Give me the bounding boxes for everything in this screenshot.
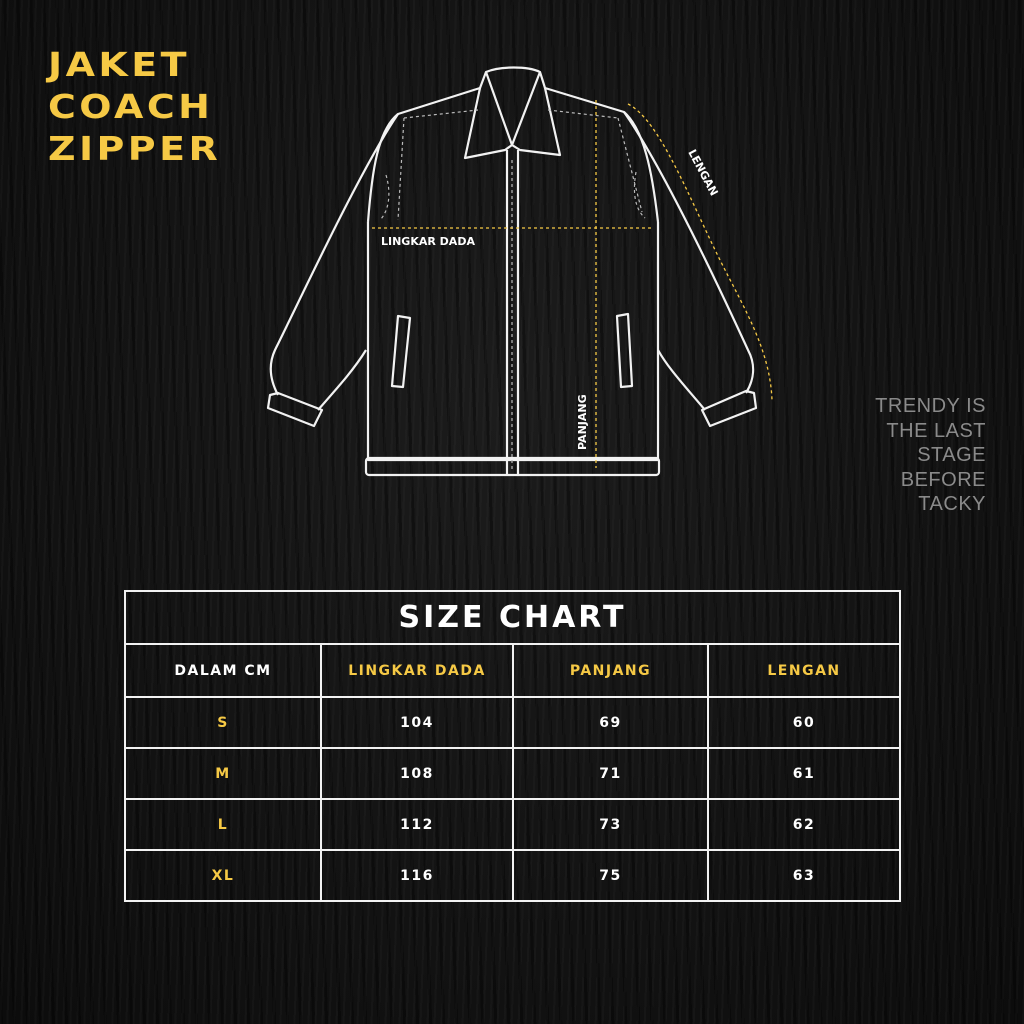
left-cuff (266, 391, 324, 428)
chest-cell: 104 (320, 696, 514, 749)
sleeve-cell: 60 (707, 696, 901, 749)
sleeve-cell: 61 (707, 747, 901, 800)
tagline-line: STAGE (917, 444, 986, 466)
size-chart-title: SIZE CHART (124, 590, 901, 645)
header-unit: DALAM CM (124, 643, 322, 698)
sleeve-cell: 63 (707, 849, 901, 902)
size-cell: S (124, 696, 322, 749)
table-row: S 104 69 60 (124, 696, 901, 749)
left-sleeve (269, 113, 399, 411)
right-cuff (700, 389, 758, 428)
chest-cell: 112 (320, 798, 514, 851)
chest-cell: 108 (320, 747, 514, 800)
length-cell: 73 (512, 798, 709, 851)
title-line: ZIPPER (48, 129, 222, 168)
tagline: TRENDY IS THE LAST STAGE BEFORE TACKY (875, 394, 986, 517)
header-chest: LINGKAR DADA (320, 643, 514, 698)
tagline-line: TACKY (918, 493, 986, 515)
size-cell: M (124, 747, 322, 800)
chest-label: LINGKAR DADA (381, 235, 475, 248)
length-cell: 71 (512, 747, 709, 800)
length-cell: 75 (512, 849, 709, 902)
length-label: PANJANG (576, 394, 589, 450)
title-line: JAKET (48, 45, 190, 84)
sleeve-measure-line (627, 103, 773, 401)
tagline-line: THE LAST (886, 419, 986, 442)
tagline-line: BEFORE (900, 468, 986, 491)
table-row: M 108 71 61 (124, 747, 901, 800)
length-cell: 69 (512, 696, 709, 749)
chest-cell: 116 (320, 849, 514, 902)
sleeve-label: LENGAN (685, 147, 720, 198)
jacket-diagram: LINGKAR DADA PANJANG LENGAN (266, 66, 773, 477)
jacket-hem (364, 456, 661, 477)
header-sleeve: LENGAN (707, 643, 901, 698)
right-sleeve (623, 111, 755, 411)
zipper (505, 150, 520, 475)
jacket-shoulders (366, 86, 660, 223)
title-line: COACH (48, 87, 214, 126)
product-title: JAKET COACH ZIPPER (48, 44, 221, 170)
size-chart-table: SIZE CHART DALAM CM LINGKAR DADA PANJANG… (124, 590, 901, 902)
header-length: PANJANG (512, 643, 709, 698)
table-row: L 112 73 62 (124, 798, 901, 851)
sleeve-cell: 62 (707, 798, 901, 851)
tagline-line: TRENDY IS (875, 395, 986, 417)
table-row: XL 116 75 63 (124, 849, 901, 902)
size-cell: XL (124, 849, 322, 902)
left-pocket (390, 314, 412, 389)
collar (463, 66, 562, 160)
jacket-body (366, 222, 660, 462)
size-cell: L (124, 798, 322, 851)
right-pocket (615, 312, 634, 389)
